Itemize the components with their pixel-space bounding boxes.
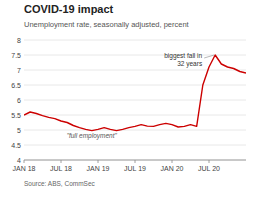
y-tick-label: 7 (17, 67, 21, 74)
y-tick-label: 7.5 (11, 52, 21, 59)
x-tick-label: JUL 18 (50, 165, 72, 172)
y-tick-label: 5 (17, 127, 21, 134)
title: COVID-19 impact (24, 3, 114, 15)
subtitle: Unemployment rate, seasonally adjusted, … (24, 20, 190, 29)
y-tick-label: 6.5 (11, 82, 21, 89)
annotation-arrow (204, 55, 214, 58)
y-tick-label: 4 (17, 157, 21, 164)
source: Source: ABS, CommSec (24, 180, 96, 187)
x-tick (135, 160, 136, 163)
x-tick (61, 160, 62, 163)
x-tick (24, 160, 25, 163)
y-tick-label: 6 (17, 97, 21, 104)
annotation: "full employment" (67, 132, 118, 140)
data-line (24, 55, 246, 131)
grid-line (24, 85, 246, 86)
x-tick-label: JAN 18 (13, 165, 36, 172)
grid-line (24, 145, 246, 146)
x-tick (98, 160, 99, 163)
chart: COVID-19 impact Unemployment rate, season… (0, 0, 254, 198)
y-tick-label: 8 (17, 37, 21, 44)
grid-line (24, 115, 246, 116)
x-tick-label: JAN 19 (87, 165, 110, 172)
x-tick-label: JUL 19 (124, 165, 146, 172)
grid-line (24, 40, 246, 41)
plot-area (24, 55, 246, 131)
grid-line (24, 130, 246, 131)
x-tick-label: JUL 20 (198, 165, 220, 172)
x-tick-label: JAN 20 (161, 165, 184, 172)
annotation: biggest fall in32 years (164, 52, 203, 68)
grid-line (24, 100, 246, 101)
x-tick (209, 160, 210, 163)
grid-line (24, 70, 246, 71)
x-tick (172, 160, 173, 163)
y-tick-label: 5.5 (11, 112, 21, 119)
y-tick-label: 4.5 (11, 142, 21, 149)
